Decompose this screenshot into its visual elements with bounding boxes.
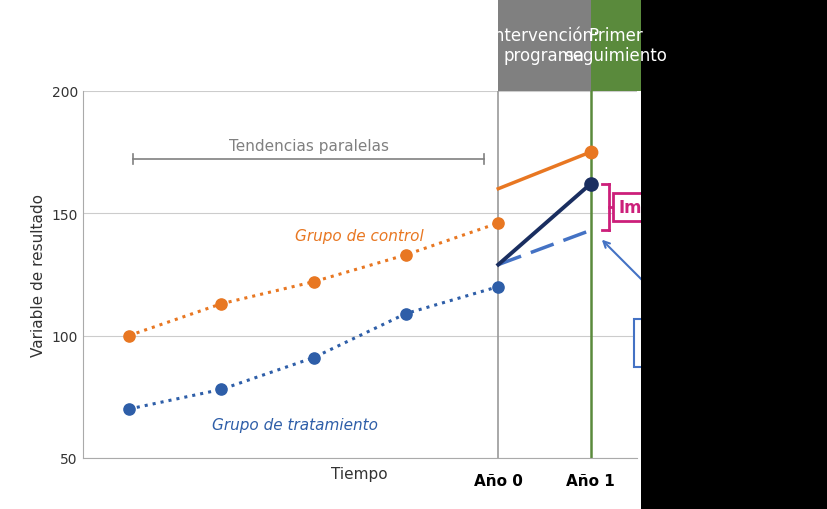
Text: Grupo de control: Grupo de control: [295, 229, 424, 244]
Point: [584, 149, 597, 157]
Text: Impacto: Impacto: [619, 199, 694, 217]
Text: Tendencias paralelas: Tendencias paralelas: [229, 139, 389, 154]
Point: [122, 405, 136, 413]
Point: [307, 354, 320, 362]
Text: Intervención:
programa: Intervención: programa: [490, 26, 600, 65]
Point: [122, 332, 136, 340]
Text: Tendencia de
grupo de control: Tendencia de grupo de control: [604, 242, 768, 359]
Point: [214, 386, 227, 394]
X-axis label: Tiempo: Tiempo: [332, 466, 388, 482]
Text: Año 0: Año 0: [474, 473, 523, 488]
Text: Año 1: Año 1: [566, 473, 615, 488]
Point: [214, 300, 227, 308]
Text: Primer
seguimiento: Primer seguimiento: [564, 26, 667, 65]
Point: [399, 251, 413, 260]
Point: [307, 278, 320, 286]
Point: [584, 180, 597, 188]
Point: [399, 310, 413, 318]
Point: [491, 283, 504, 291]
Point: [491, 219, 504, 228]
Y-axis label: Variable de resultado: Variable de resultado: [31, 193, 46, 356]
Text: Grupo de tratamiento: Grupo de tratamiento: [212, 417, 378, 432]
